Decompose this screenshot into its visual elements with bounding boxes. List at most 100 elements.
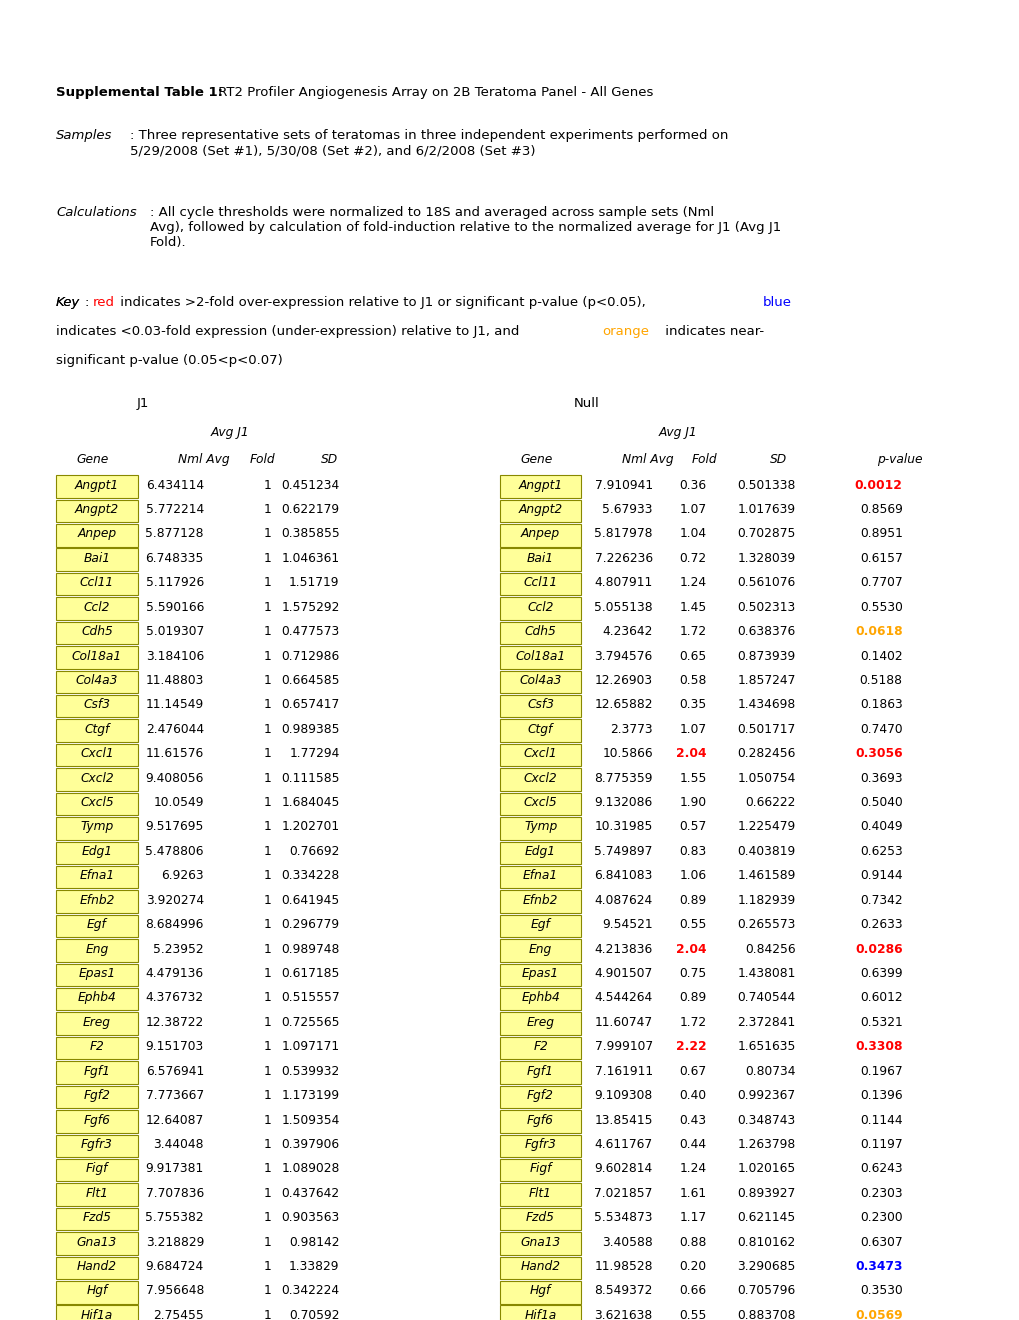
Text: 0.5321: 0.5321 [859,1016,902,1028]
Text: Null: Null [573,397,599,411]
Text: 5.772214: 5.772214 [146,503,204,516]
Text: 5.117926: 5.117926 [146,577,204,589]
Text: Avg J1: Avg J1 [210,426,249,440]
Text: 0.8569: 0.8569 [859,503,902,516]
Text: Samples: Samples [56,129,112,143]
Text: 7.226236: 7.226236 [594,552,652,565]
Text: 0.72: 0.72 [679,552,706,565]
Bar [56,1038,138,1060]
Text: 5.534873: 5.534873 [594,1212,652,1224]
Bar [56,768,138,791]
Text: 1: 1 [263,1089,271,1102]
Text: 0.43: 0.43 [679,1114,706,1126]
Bar [499,817,581,840]
Text: 1.17: 1.17 [679,1212,706,1224]
Text: 9.602814: 9.602814 [594,1163,652,1175]
Text: 6.748335: 6.748335 [146,552,204,565]
Text: 0.75: 0.75 [679,968,706,979]
Text: Efnb2: Efnb2 [79,894,114,907]
Bar [56,1280,138,1304]
Text: 0.893927: 0.893927 [737,1187,795,1200]
Text: 0.8951: 0.8951 [859,528,902,540]
Text: 9.517695: 9.517695 [146,821,204,833]
Text: 0.282456: 0.282456 [737,747,795,760]
Text: Fzd5: Fzd5 [83,1212,111,1224]
Text: 0.6253: 0.6253 [859,845,902,858]
Text: 0.89: 0.89 [679,894,706,907]
Bar [499,524,581,546]
Text: 0.705796: 0.705796 [737,1284,795,1298]
Bar [499,1280,581,1304]
Text: Hif1a: Hif1a [524,1309,556,1320]
Bar [499,647,581,669]
Text: 1.45: 1.45 [679,601,706,614]
Text: Eng: Eng [86,942,108,956]
Text: 0.6243: 0.6243 [859,1163,902,1175]
Text: 0.111585: 0.111585 [281,772,339,784]
Text: 9.917381: 9.917381 [146,1163,204,1175]
Text: Hgf: Hgf [530,1284,550,1298]
Text: Angpt1: Angpt1 [518,479,562,491]
Bar [56,549,138,572]
Text: 1: 1 [263,894,271,907]
Text: 0.403819: 0.403819 [737,845,795,858]
Text: indicates near-: indicates near- [660,325,763,338]
Text: Cxcl1: Cxcl1 [81,747,113,760]
Text: 0.385855: 0.385855 [280,528,339,540]
Text: 1.61: 1.61 [679,1187,706,1200]
Text: 3.218829: 3.218829 [146,1236,204,1249]
Text: 0.873939: 0.873939 [737,649,795,663]
Text: Angpt2: Angpt2 [518,503,562,516]
Text: 10.0549: 10.0549 [153,796,204,809]
Text: 1: 1 [263,1040,271,1053]
Text: 0.515557: 0.515557 [281,991,339,1005]
Text: 1: 1 [263,821,271,833]
Text: 1.173199: 1.173199 [281,1089,339,1102]
Text: 0.539932: 0.539932 [281,1065,339,1077]
Text: 1: 1 [263,1309,271,1320]
Text: Gene: Gene [76,453,109,466]
Bar [499,1257,581,1279]
Text: 0.3530: 0.3530 [859,1284,902,1298]
Text: 0.2633: 0.2633 [859,919,902,931]
Text: 7.707836: 7.707836 [146,1187,204,1200]
Text: 1.06: 1.06 [679,870,706,882]
Text: Key: Key [56,296,81,309]
Text: 0.1396: 0.1396 [859,1089,902,1102]
Text: Cxcl2: Cxcl2 [524,772,556,784]
Bar [56,964,138,986]
Text: Flt1: Flt1 [86,1187,108,1200]
Text: 0.0569: 0.0569 [854,1309,902,1320]
Bar [499,622,581,644]
Text: Hgf: Hgf [87,1284,107,1298]
Text: 3.290685: 3.290685 [737,1261,795,1272]
Text: 9.54521: 9.54521 [601,919,652,931]
Text: 0.0618: 0.0618 [854,626,902,638]
Text: Gna13: Gna13 [76,1236,117,1249]
Text: Bai1: Bai1 [84,552,110,565]
Text: 0.2300: 0.2300 [859,1212,902,1224]
Bar [499,1159,581,1181]
Text: Angpt1: Angpt1 [74,479,119,491]
Text: 0.66: 0.66 [679,1284,706,1298]
Text: 5.478806: 5.478806 [146,845,204,858]
Text: 1.857247: 1.857247 [737,675,795,686]
Text: 0.7707: 0.7707 [859,577,902,589]
Bar [56,719,138,742]
Text: 11.48803: 11.48803 [146,675,204,686]
Text: Efnb2: Efnb2 [523,894,557,907]
Text: Bai1: Bai1 [527,552,553,565]
Text: 12.65882: 12.65882 [594,698,652,711]
Text: Ccl2: Ccl2 [527,601,553,614]
Text: Epas1: Epas1 [78,968,115,979]
Text: Anpep: Anpep [521,528,559,540]
Text: 11.14549: 11.14549 [146,698,204,711]
Text: 1: 1 [263,1163,271,1175]
Bar [499,1135,581,1158]
Text: 0.725565: 0.725565 [281,1016,339,1028]
Text: 1.097171: 1.097171 [281,1040,339,1053]
Text: Ctgf: Ctgf [85,723,109,735]
Text: 0.617185: 0.617185 [281,968,339,979]
Text: 0.883708: 0.883708 [737,1309,795,1320]
Text: 0.342224: 0.342224 [281,1284,339,1298]
